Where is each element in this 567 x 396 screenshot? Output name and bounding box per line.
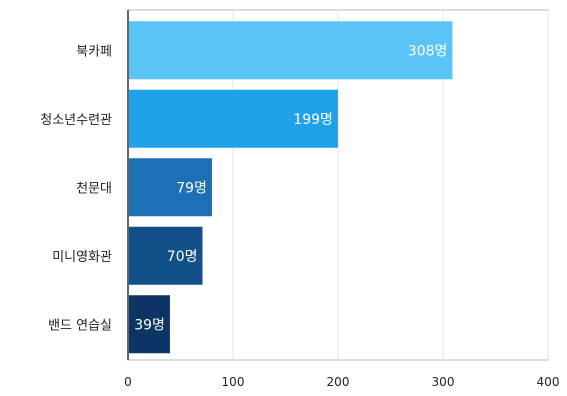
x-tick-label-200: 200 — [327, 375, 350, 389]
x-tick-label-300: 300 — [432, 375, 455, 389]
category-label-2: 청소년수련관 — [40, 113, 112, 128]
x-tick-label-400: 400 — [537, 375, 560, 389]
bar-1 — [129, 21, 453, 80]
data-label-5: 39명 — [134, 317, 165, 333]
data-labels: 308명 199명 79명 70명 39명 — [134, 43, 447, 333]
x-tick-label-100: 100 — [222, 375, 245, 389]
category-label-1: 북카페 — [76, 44, 112, 59]
category-label-3: 천문대 — [76, 181, 112, 196]
x-tick-label-0: 0 — [124, 375, 132, 389]
data-label-4: 70명 — [167, 249, 198, 265]
bars — [129, 21, 453, 354]
data-label-2: 199명 — [293, 112, 333, 128]
x-axis-ticks: 0 100 200 300 400 — [124, 375, 559, 389]
bar-4 — [129, 226, 203, 285]
category-label-4: 미니영화관 — [52, 250, 112, 265]
bar-2 — [129, 89, 338, 148]
category-label-5: 밴드 연습실 — [48, 318, 112, 333]
bar-3 — [129, 158, 212, 217]
data-label-3: 79명 — [176, 180, 207, 196]
data-label-1: 308명 — [408, 43, 448, 59]
bar-5 — [129, 295, 170, 354]
